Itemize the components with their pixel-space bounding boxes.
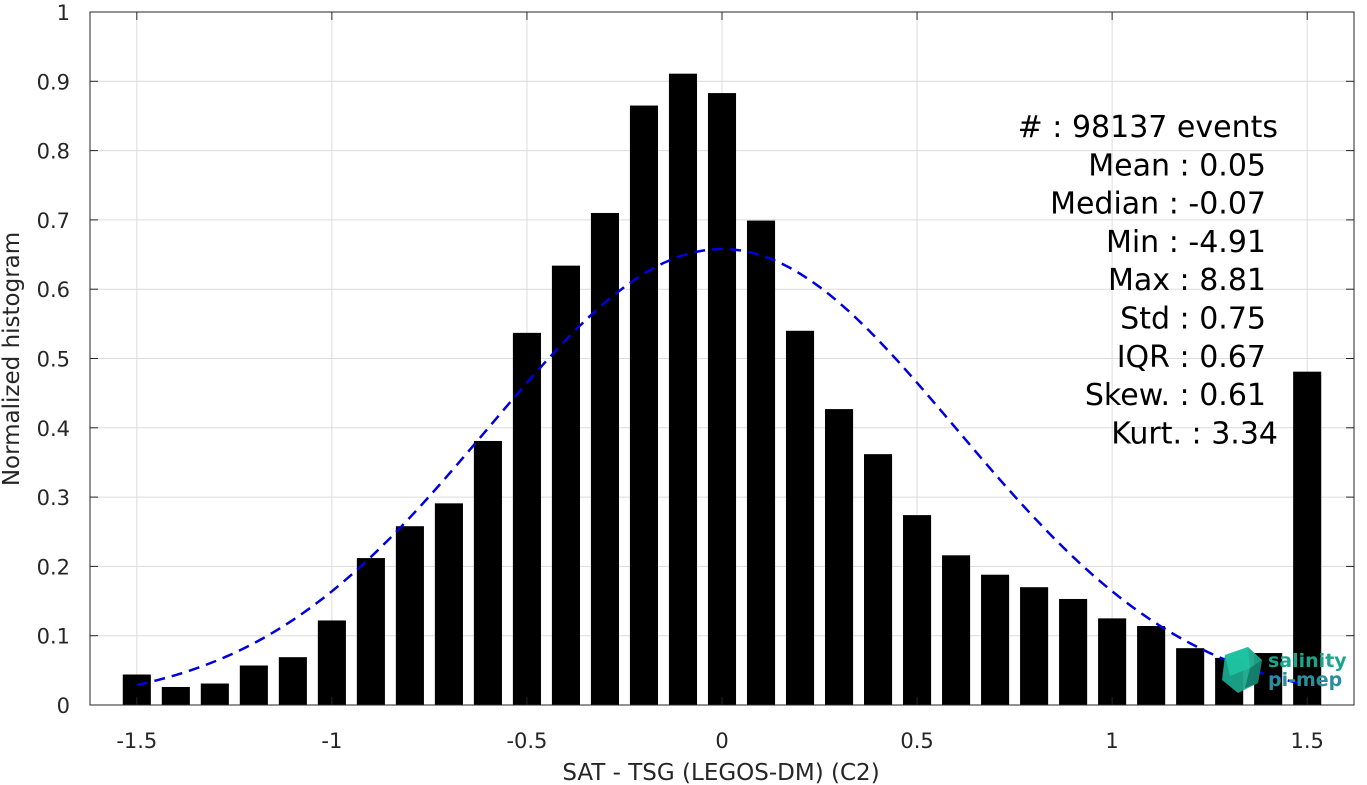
gaussian-fit-curve [136, 247, 1308, 687]
histogram-bar [317, 620, 346, 705]
statistics-line: Skew. : 0.61 [1085, 378, 1266, 413]
salinity-pimep-logo: salinity pi-mep [1222, 647, 1347, 693]
histogram-bar [551, 265, 580, 705]
x-tick-label: 1 [1105, 729, 1118, 753]
x-tick-label: -0.5 [506, 729, 547, 753]
histogram-bar [864, 454, 893, 705]
statistics-line: Std : 0.75 [1120, 302, 1266, 337]
axis-ticks [90, 11, 1354, 706]
statistics-line: Mean : 0.05 [1088, 148, 1266, 183]
y-tick-label: 1 [57, 1, 70, 25]
x-tick-labels: -1.5 -1 -0.5 0 0.5 1 1.5 [116, 729, 1324, 753]
logo-text-line1: salinity [1268, 650, 1347, 672]
histogram-bar [981, 574, 1010, 705]
histogram-bar [512, 332, 541, 705]
histogram-bar [1293, 371, 1322, 705]
y-tick-label: 0.4 [37, 417, 70, 441]
x-tick-label: 1.5 [1290, 729, 1323, 753]
histogram-bar [239, 665, 268, 705]
statistics-line: Min : -4.91 [1106, 225, 1266, 260]
y-tick-label: 0.9 [37, 70, 70, 94]
histogram-bar [1137, 625, 1166, 705]
histogram-bar [629, 105, 659, 706]
statistics-line: IQR : 0.67 [1117, 340, 1266, 375]
y-tick-label: 0.7 [37, 209, 70, 233]
histogram-bar [903, 515, 932, 705]
statistics-line: Max : 8.81 [1108, 263, 1266, 298]
statistics-line: # : 98137 events [1018, 110, 1278, 145]
histogram-bar [668, 73, 698, 705]
histogram-bar [434, 503, 463, 705]
histogram-bar [1176, 648, 1205, 705]
cube-logo-icon [1222, 647, 1262, 693]
histogram-bar [161, 686, 190, 705]
histogram-bar [1020, 587, 1049, 705]
histogram-bar [278, 657, 307, 705]
histogram-bar [707, 93, 737, 706]
x-axis-label: SAT - TSG (LEGOS-DM) (C2) [562, 760, 879, 785]
statistics-line: Kurt. : 3.34 [1111, 416, 1278, 451]
histogram-bar [942, 555, 971, 705]
y-tick-label: 0.8 [37, 140, 70, 164]
logo-text-line2: pi-mep [1268, 669, 1342, 691]
histogram-bar [1059, 598, 1088, 705]
y-tick-label: 0.1 [37, 625, 70, 649]
histogram-bar [824, 409, 854, 705]
y-tick-label: 0.6 [37, 278, 70, 302]
histogram-bar [200, 683, 229, 705]
y-tick-label: 0.5 [37, 348, 70, 372]
y-axis-label: Normalized histogram [0, 232, 25, 486]
y-tick-label: 0.2 [37, 555, 70, 579]
y-tick-labels: 0 0.1 0.2 0.3 0.4 0.5 0.6 0.7 0.8 0.9 1 [37, 1, 70, 718]
histogram-bar [473, 440, 502, 705]
y-tick-label: 0 [57, 694, 70, 718]
histogram-bar [785, 330, 815, 705]
x-tick-label: -1 [321, 729, 342, 753]
statistics-line: Median : -0.07 [1050, 187, 1266, 222]
x-tick-label: 0 [715, 729, 728, 753]
histogram-bars [122, 73, 1322, 706]
x-tick-label: 0.5 [900, 729, 933, 753]
histogram-bar [356, 558, 385, 705]
histogram-bar [395, 526, 424, 705]
x-tick-label: -1.5 [116, 729, 157, 753]
histogram-bar [590, 212, 620, 705]
y-tick-label: 0.3 [37, 486, 70, 510]
histogram-bar [746, 220, 776, 705]
histogram-bar [1098, 618, 1127, 705]
